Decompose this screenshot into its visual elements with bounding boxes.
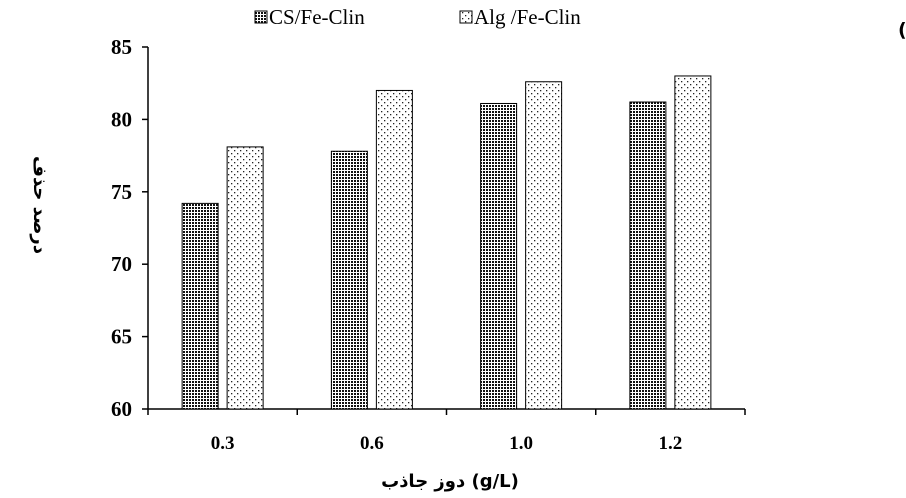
panel-label: (الف) [898, 19, 906, 41]
y-axis-ticks: 60 65 70 75 80 85 [111, 35, 148, 421]
x-tick-label: 0.6 [360, 433, 384, 454]
bar-alg-fe-clin [375, 89, 413, 410]
y-tick-label: 80 [111, 107, 132, 131]
bar-cs-fe-clin [480, 102, 518, 410]
legend-label-cs: CS/Fe-Clin [269, 5, 365, 29]
y-tick-label: 60 [111, 397, 132, 421]
bar-cs-fe-clin [629, 101, 667, 410]
y-tick-label: 65 [111, 325, 132, 349]
legend-marker-alg [459, 10, 473, 24]
legend-label-alg: Alg /Fe-Clin [474, 5, 581, 29]
bar-alg-fe-clin [226, 146, 264, 410]
x-tick-label: 1.2 [659, 433, 683, 454]
y-axis-title: درصد حذف [29, 156, 50, 254]
bar-alg-fe-clin [674, 75, 712, 410]
bar-cs-fe-clin [330, 150, 368, 410]
x-tick-label: 0.3 [211, 433, 235, 454]
x-axis-title: دوز جاذب (g/L) [381, 471, 519, 492]
bars [181, 75, 712, 410]
legend-marker-cs [254, 10, 268, 24]
legend: CS/Fe-Clin Alg /Fe-Clin [254, 5, 581, 29]
x-tick-label: 1.0 [509, 433, 533, 454]
y-tick-label: 70 [111, 252, 132, 276]
x-axis-ticks: 0.3 0.6 1.0 1.2 [147, 409, 746, 454]
bar-cs-fe-clin [181, 202, 219, 410]
y-tick-label: 75 [111, 180, 132, 204]
y-tick-label: 85 [111, 35, 132, 59]
bar-alg-fe-clin [525, 81, 563, 410]
